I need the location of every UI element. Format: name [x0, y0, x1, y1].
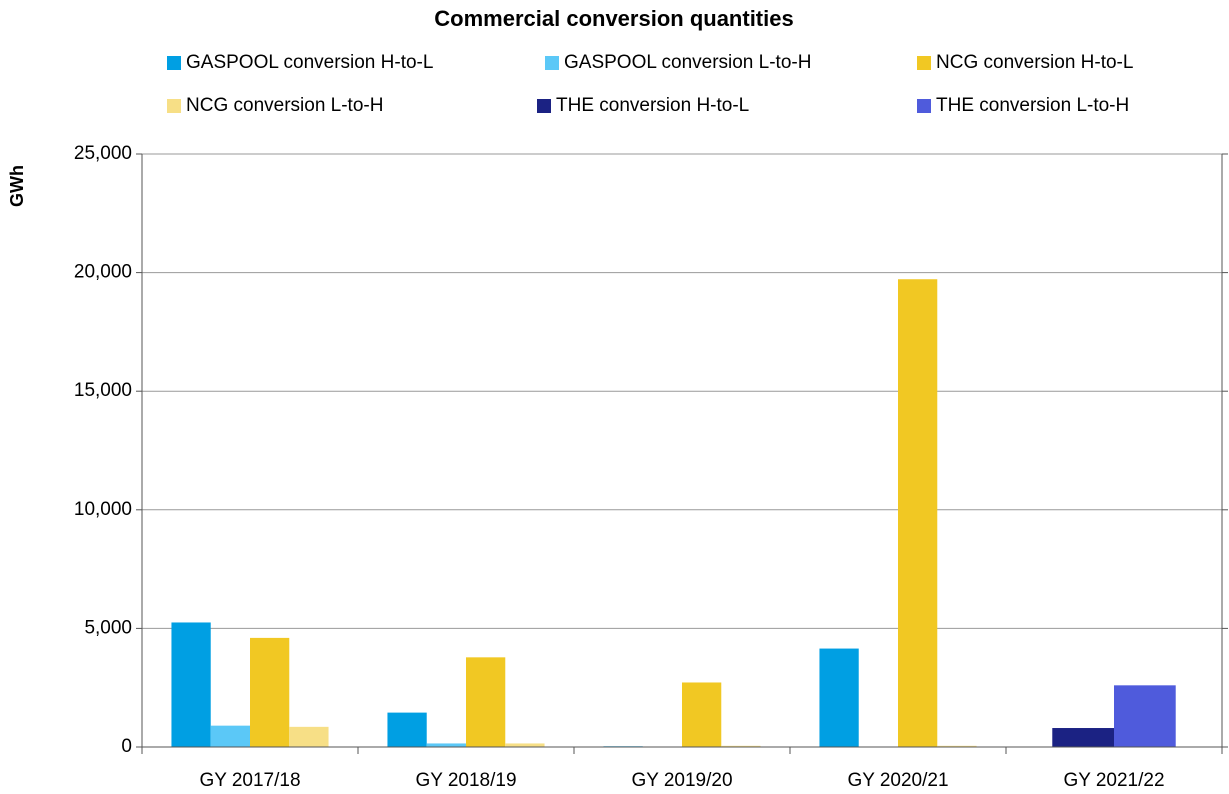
x-tick-label: GY 2019/20 [631, 770, 732, 791]
bar [505, 743, 545, 747]
y-tick-label: 5,000 [84, 617, 132, 638]
legend-swatch [167, 56, 181, 70]
y-tick-label: 20,000 [74, 262, 132, 283]
legend-swatch [917, 56, 931, 70]
bar [250, 637, 290, 747]
x-tick-label: GY 2021/22 [1063, 770, 1164, 791]
bar [937, 745, 977, 747]
y-axis-label: GWh [7, 165, 27, 207]
legend-swatch [917, 99, 931, 113]
legend-swatch [545, 56, 559, 70]
legend-label: THE conversion H-to-L [556, 95, 749, 116]
legend-swatch [537, 99, 551, 113]
bar [289, 726, 329, 747]
y-tick-label: 0 [121, 736, 132, 757]
bar [682, 682, 722, 747]
y-tick-label: 10,000 [74, 499, 132, 520]
bar [387, 712, 427, 747]
bar [210, 725, 250, 747]
bar [1052, 728, 1114, 747]
bar [819, 648, 859, 747]
bar [466, 657, 506, 747]
legend-label: NCG conversion L-to-H [186, 95, 383, 116]
legend-swatch [167, 99, 181, 113]
legend-label: GASPOOL conversion L-to-H [564, 52, 811, 73]
y-tick-label: 15,000 [74, 380, 132, 401]
bar [721, 745, 761, 747]
chart-title: Commercial conversion quantities [434, 6, 793, 31]
bar [426, 743, 466, 747]
y-tick-label: 25,000 [74, 143, 132, 164]
bar [898, 279, 938, 747]
x-tick-label: GY 2017/18 [199, 770, 300, 791]
bar [1114, 685, 1176, 747]
x-tick-label: GY 2018/19 [415, 770, 516, 791]
bar [171, 622, 211, 747]
legend-label: GASPOOL conversion H-to-L [186, 52, 433, 73]
x-tick-label: GY 2020/21 [847, 770, 948, 791]
legend-label: THE conversion L-to-H [936, 95, 1129, 116]
legend-label: NCG conversion H-to-L [936, 52, 1133, 73]
